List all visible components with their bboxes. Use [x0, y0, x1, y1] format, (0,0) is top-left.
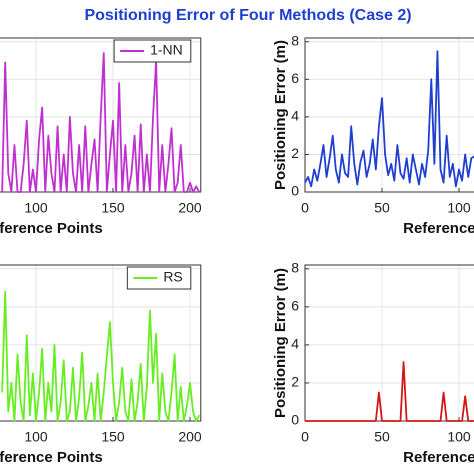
x-tick-label: 200: [178, 429, 202, 445]
x-axis-label: Reference Points: [0, 220, 103, 237]
y-tick-label: 4: [291, 108, 299, 124]
axes-box: [304, 264, 474, 422]
y-tick-label: 2: [291, 145, 299, 161]
x-axis-label: Reference Points: [403, 449, 474, 466]
series-line: [304, 50, 474, 188]
x-axis-label: Reference Points: [0, 449, 103, 466]
subplot: 100 150 200 Reference Points 1-NN: [0, 37, 202, 237]
figure-title: Positioning Error of Four Methods (Case …: [84, 7, 411, 24]
subplot: 0 2 4 6 8 0 50 100 Reference Points Positioning E…: [272, 32, 474, 237]
series-line: [1, 290, 201, 422]
x-tick-label: 0: [301, 200, 309, 216]
x-tick-label: 0: [301, 429, 309, 445]
series-line: [1, 52, 201, 193]
legend-label: RS: [163, 269, 182, 285]
legend-label: 1-NN: [150, 42, 183, 58]
plot-area: [305, 38, 474, 192]
axes-box: [0, 37, 202, 193]
y-tick-label: 8: [291, 260, 299, 276]
legend-box: [113, 39, 192, 63]
legend-box: [126, 266, 192, 290]
x-tick-label: 100: [24, 200, 48, 216]
y-tick-label: 6: [291, 70, 299, 86]
subplot: 100 150 200 Reference Points RS: [0, 264, 202, 466]
y-tick-label: 2: [291, 374, 299, 390]
x-tick-label: 50: [374, 200, 390, 216]
legend: 1-NN: [113, 39, 192, 63]
y-axis-label: Positioning Error (m): [272, 268, 289, 418]
x-tick-label: 200: [178, 200, 202, 216]
y-tick-label: 0: [291, 183, 299, 199]
y-axis-label: Positioning Error (m): [272, 40, 289, 190]
plot-area: [305, 265, 474, 421]
x-tick-label: 50: [374, 429, 390, 445]
x-tick-label: 150: [101, 429, 125, 445]
x-tick-label: 100: [447, 200, 471, 216]
legend: RS: [126, 266, 192, 290]
y-tick-label: 8: [291, 32, 299, 48]
axes-box: [0, 264, 202, 422]
x-axis-label: Reference Points: [403, 220, 474, 237]
series-line: [305, 361, 474, 422]
x-tick-label: 150: [101, 200, 125, 216]
y-tick-label: 4: [291, 336, 299, 352]
x-tick-label: 100: [447, 429, 471, 445]
y-tick-label: 6: [291, 298, 299, 314]
y-tick-label: 0: [291, 412, 299, 428]
axes-box: [304, 37, 474, 193]
subplot: 0 2 4 6 8 0 50 100 Reference Points Positioning E…: [272, 260, 474, 466]
x-tick-label: 100: [24, 429, 48, 445]
